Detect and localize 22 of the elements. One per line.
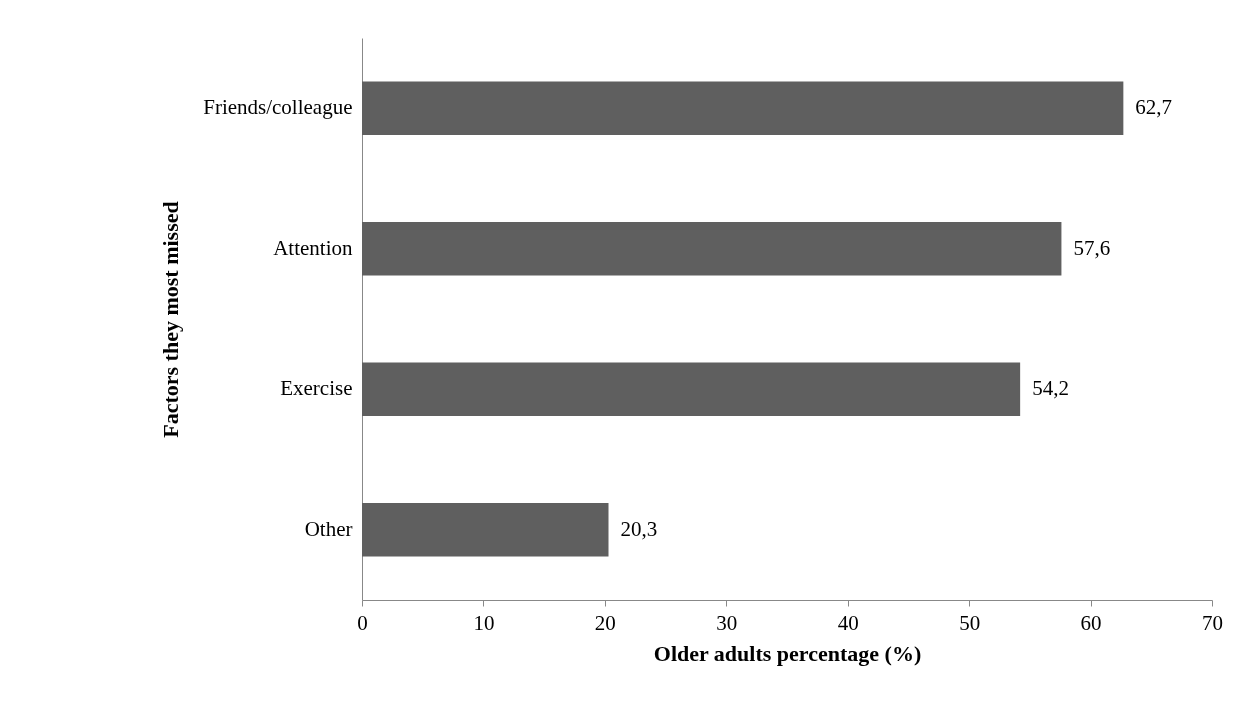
x-tick-label: 60: [1080, 610, 1102, 635]
x-tick-label: 50: [959, 610, 981, 635]
y-tick-label: Exercise: [280, 376, 353, 401]
y-tick-label: Other: [304, 516, 353, 541]
x-axis-title: Older adults percentage (%): [653, 640, 922, 666]
x-tick-label: 20: [594, 610, 616, 635]
bar: [362, 503, 609, 557]
bar: [362, 222, 1062, 276]
bar: [362, 81, 1124, 135]
x-tick-label: 30: [716, 610, 738, 635]
x-tick-label: 70: [1202, 610, 1223, 635]
y-tick-label: Friends/colleague: [203, 95, 353, 120]
data-label: 54,2: [1032, 376, 1069, 401]
y-tick-label: Attention: [273, 235, 353, 260]
x-tick-label: 10: [473, 610, 495, 635]
data-label: 57,6: [1073, 235, 1111, 260]
x-tick-label: 40: [837, 610, 859, 635]
data-label: 20,3: [620, 516, 658, 541]
y-axis-title: Factors they most missed: [158, 201, 184, 438]
x-tick-label: 0: [357, 610, 368, 635]
data-label: 62,7: [1135, 95, 1173, 120]
bar: [362, 362, 1021, 416]
